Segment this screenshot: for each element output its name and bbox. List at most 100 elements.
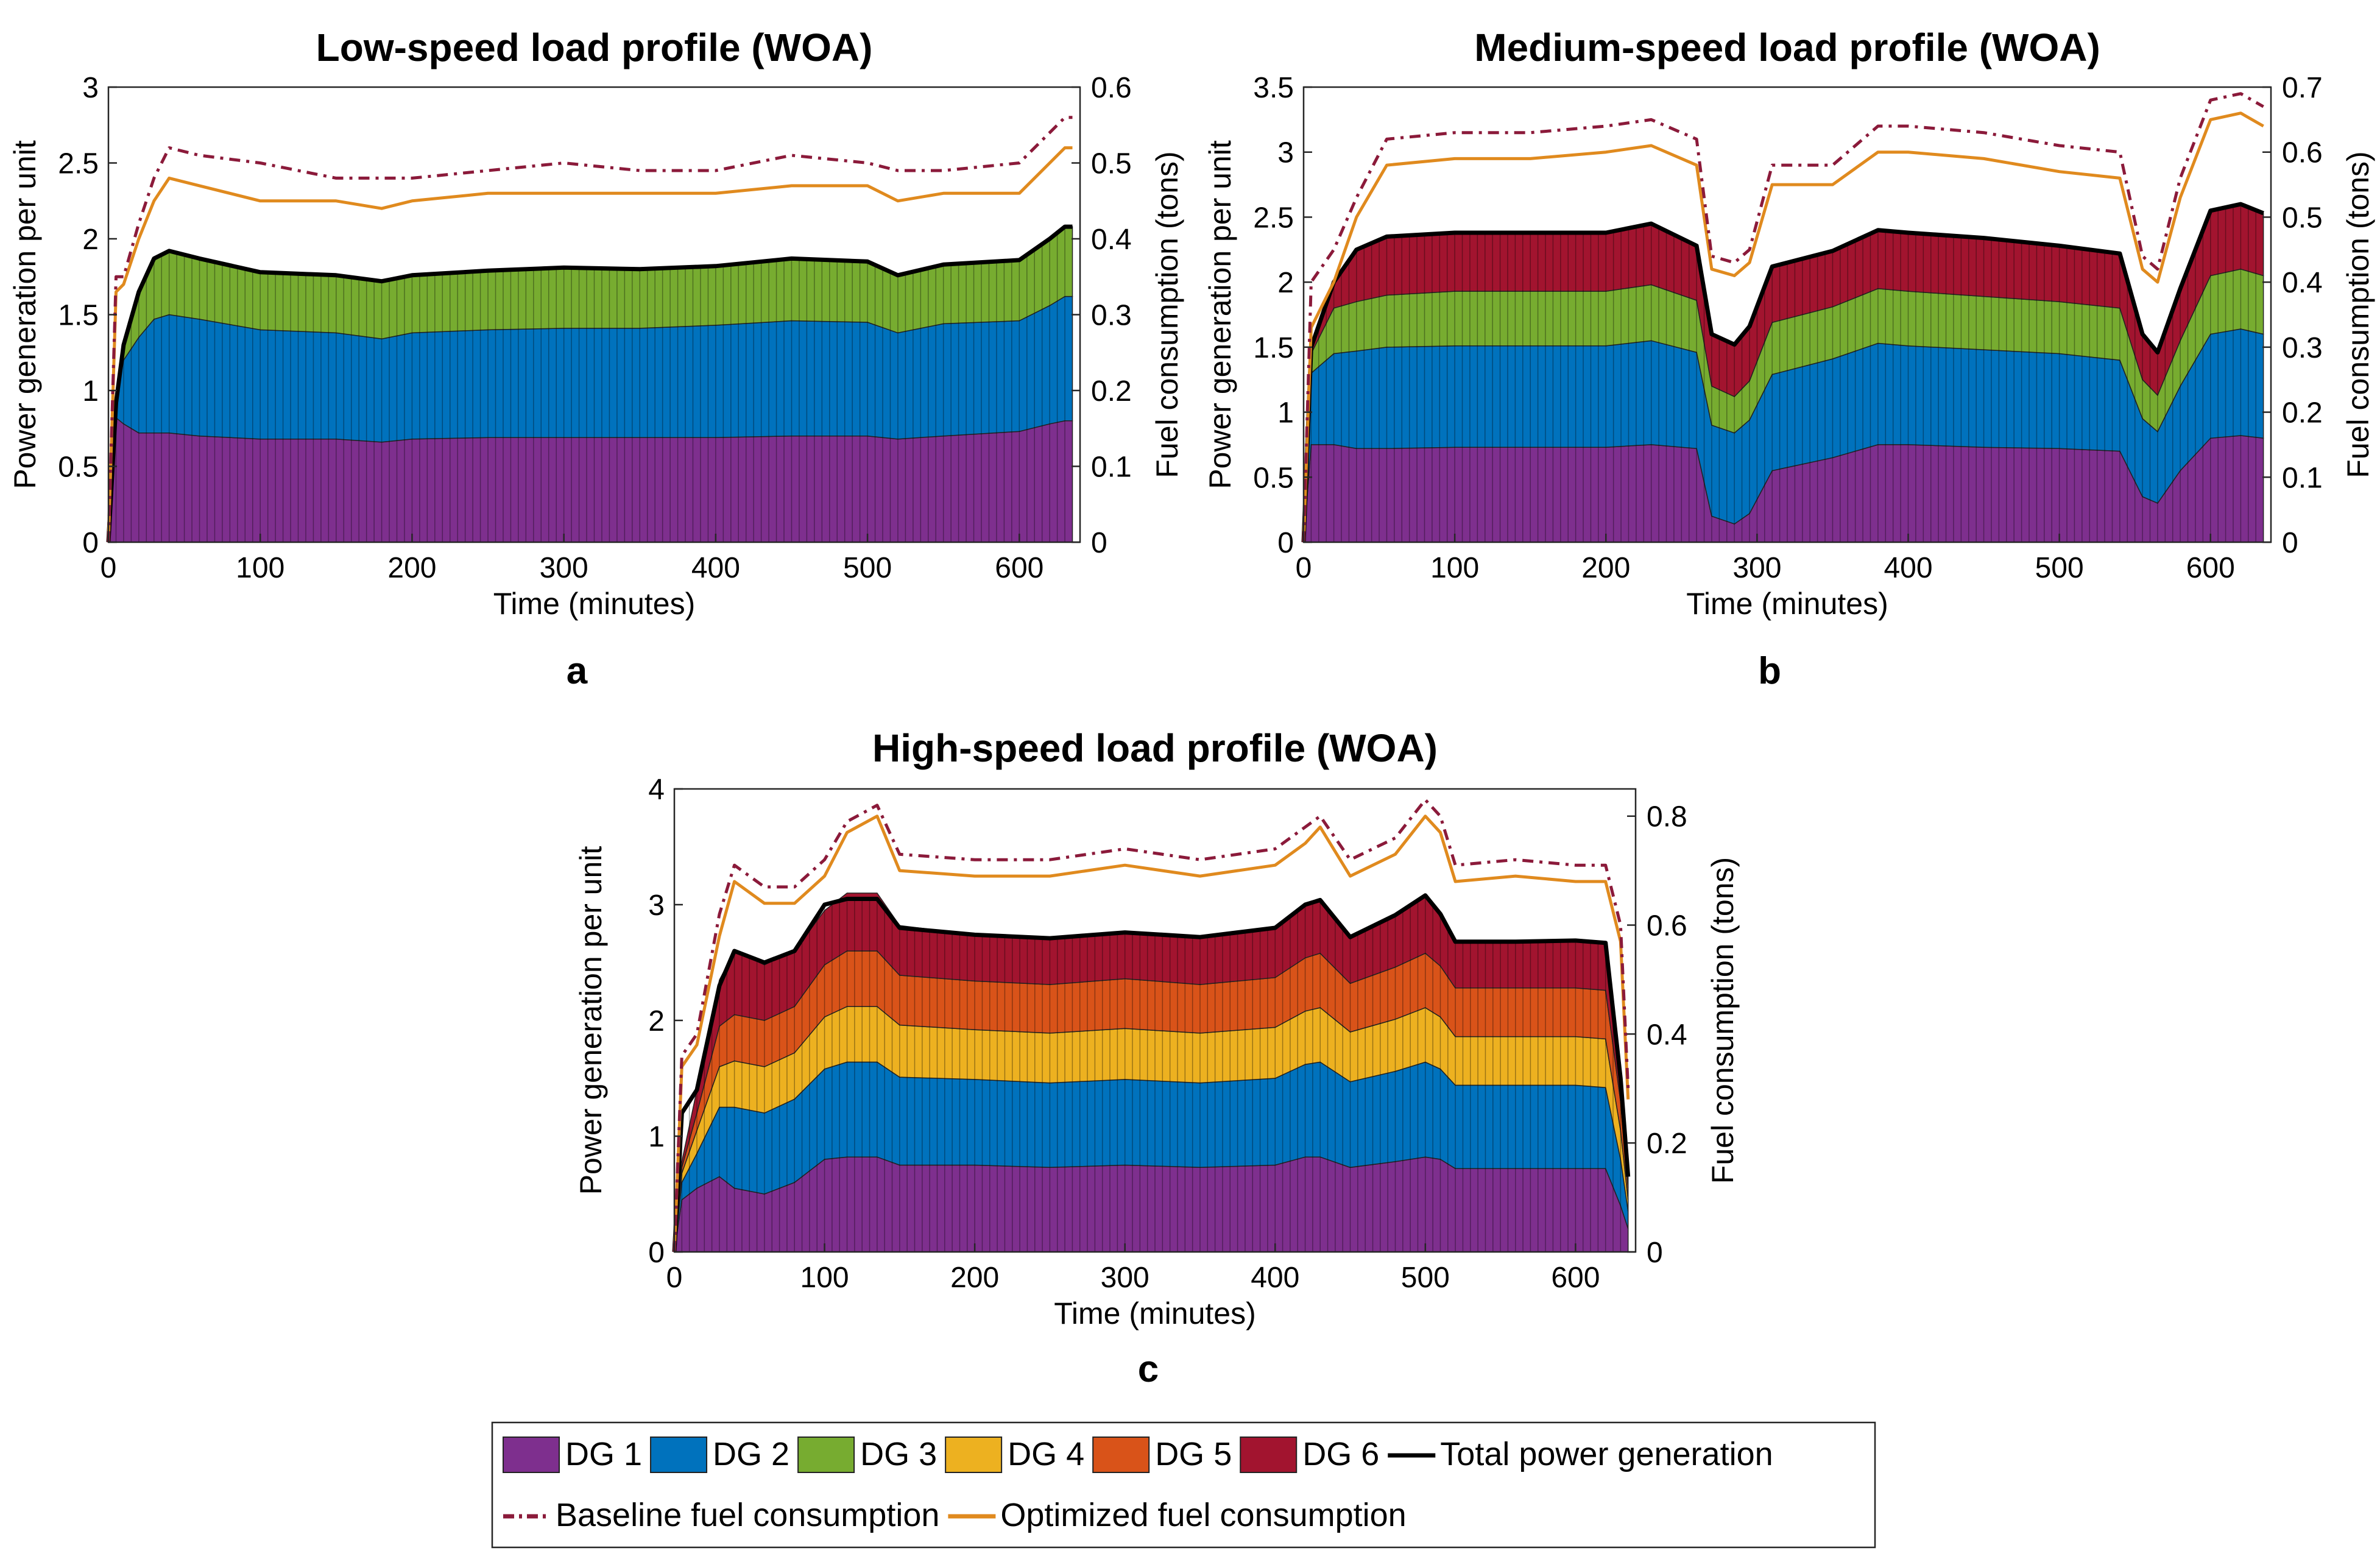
x-tick-label: 200: [387, 552, 436, 584]
y2-tick-label: 0.4: [1647, 1019, 1687, 1051]
x-axis-label: Time (minutes): [1686, 587, 1888, 621]
y-tick-label: 4: [648, 774, 665, 806]
optimized-fuel-line: [673, 815, 1630, 1253]
y2-tick-label: 0: [1647, 1237, 1663, 1269]
legend-item-dg-2: DG 2: [650, 1436, 789, 1473]
legend-swatch: [1240, 1437, 1298, 1473]
legend-item-dg-1: DG 1: [503, 1436, 642, 1473]
y2-tick-label: 0.5: [2282, 202, 2323, 234]
x-axis-label: Time (minutes): [493, 587, 696, 621]
x-tick-label: 100: [800, 1262, 849, 1294]
y2-tick-label: 0.6: [2282, 137, 2323, 169]
legend-label: Total power generation: [1440, 1436, 1773, 1472]
legend-swatch: [797, 1437, 855, 1473]
chart-title: High-speed load profile (WOA): [872, 726, 1438, 770]
panel-letter-a: a: [567, 650, 588, 692]
y2-tick-label: 0.2: [2282, 397, 2323, 429]
total-power-line: [672, 893, 1631, 1253]
legend-box: [491, 1421, 1876, 1549]
y2-axis-label: Fuel consumption (tons): [1150, 151, 1184, 478]
x-tick-label: 300: [540, 552, 588, 584]
y2-axis-label: Fuel consumption (tons): [1706, 857, 1740, 1184]
x-tick-label: 400: [1884, 552, 1932, 584]
bar-edges: [115, 227, 1065, 542]
x-tick-label: 600: [2186, 552, 2235, 584]
legend-item-optimized-fuel-consumption: Optimized fuel consumption: [948, 1497, 1407, 1533]
optimized-fuel-line: [1302, 111, 2264, 543]
legend-label: DG 3: [860, 1436, 937, 1472]
legend-item-dg-6: DG 6: [1240, 1436, 1379, 1473]
x-tick-label: 500: [2035, 552, 2084, 584]
y2-tick-label: 0: [1091, 527, 1107, 559]
x-axis-label: Time (minutes): [1054, 1296, 1256, 1331]
y-tick-label: 2: [82, 224, 99, 256]
y2-tick-label: 0.7: [2282, 72, 2323, 104]
y2-tick-label: 0.2: [1647, 1128, 1687, 1160]
y-tick-label: 0: [82, 527, 99, 559]
legend-label: DG 2: [713, 1436, 789, 1472]
legend-item-total-power-generation: Total power generation: [1388, 1436, 1773, 1472]
x-tick-label: 0: [1296, 552, 1312, 584]
y2-tick-label: 0.1: [2282, 462, 2323, 494]
x-tick-label: 300: [1101, 1262, 1149, 1294]
y-tick-label: 2.5: [1253, 202, 1294, 234]
optimized-fuel-line: [107, 146, 1073, 543]
baseline-fuel-line: [107, 116, 1073, 543]
legend-label: Optimized fuel consumption: [1000, 1497, 1406, 1533]
y2-tick-label: 0.1: [1091, 451, 1132, 484]
legend-label: Baseline fuel consumption: [556, 1497, 939, 1533]
y2-tick-label: 0.2: [1091, 375, 1132, 408]
y2-tick-label: 0.6: [1091, 72, 1132, 104]
baseline-fuel-line: [1302, 92, 2264, 543]
y-tick-label: 2: [648, 1005, 665, 1037]
baseline-fuel-line: [673, 798, 1630, 1253]
legend: DG 1 DG 2 DG 3 DG 4 DG 5 DG 6 Total power gene…: [491, 1421, 1876, 1549]
y2-tick-label: 0.5: [1091, 148, 1132, 180]
x-tick-label: 500: [1401, 1262, 1450, 1294]
y-tick-label: 0: [648, 1237, 665, 1269]
y-tick-label: 1: [648, 1121, 665, 1153]
y2-tick-label: 0.6: [1647, 910, 1687, 942]
legend-label: DG 5: [1155, 1436, 1232, 1472]
legend-item-baseline-fuel-consumption: Baseline fuel consumption: [503, 1497, 939, 1533]
legend-swatch: [503, 1437, 560, 1473]
x-tick-label: 200: [950, 1262, 999, 1294]
x-tick-label: 0: [101, 552, 117, 584]
axes-box: [1302, 86, 2272, 543]
panel-c: High-speed load profile (WOA) 0 100 200 300 4…: [574, 726, 1740, 1331]
total-power-line: [106, 224, 1073, 543]
x-tick-label: 500: [843, 552, 892, 584]
y-tick-label: 1: [1277, 397, 1294, 429]
y2-tick-label: 0.8: [1647, 801, 1687, 833]
x-tick-label: 600: [995, 552, 1043, 584]
y-tick-label: 0.5: [58, 451, 99, 484]
x-tick-label: 100: [236, 552, 284, 584]
y-tick-label: 1.5: [58, 300, 99, 332]
y-tick-label: 1: [82, 375, 99, 408]
panel-letter-c: c: [1138, 1348, 1159, 1390]
legend-label: DG 6: [1302, 1436, 1379, 1472]
y-tick-label: 3.5: [1253, 72, 1294, 104]
bar-edges: [681, 895, 1622, 1252]
legend-item-dg-5: DG 5: [1092, 1436, 1232, 1473]
legend-swatch: [650, 1437, 708, 1473]
y-axis-label: Power generation per unit: [574, 846, 608, 1195]
y2-tick-label: 0.3: [1091, 300, 1132, 332]
x-tick-label: 400: [1251, 1262, 1299, 1294]
x-tick-label: 300: [1732, 552, 1781, 584]
y2-tick-label: 0.4: [1091, 224, 1132, 256]
chart-title: Low-speed load profile (WOA): [316, 26, 873, 69]
chart-title: Medium-speed load profile (WOA): [1474, 26, 2100, 69]
total-power-line: [1301, 202, 2264, 543]
legend-label: DG 4: [1008, 1436, 1084, 1472]
y-tick-label: 2: [1277, 267, 1294, 299]
x-tick-label: 200: [1581, 552, 1630, 584]
y-tick-label: 0.5: [1253, 462, 1294, 494]
legend-swatch: [945, 1437, 1003, 1473]
panel-letter-b: b: [1758, 650, 1781, 692]
bar-edges: [1310, 204, 2256, 542]
panel-b: Medium-speed load profile (WOA)0 100 200 30…: [1203, 26, 2375, 621]
legend-label: DG 1: [565, 1436, 642, 1472]
y2-tick-label: 0.4: [2282, 267, 2323, 299]
